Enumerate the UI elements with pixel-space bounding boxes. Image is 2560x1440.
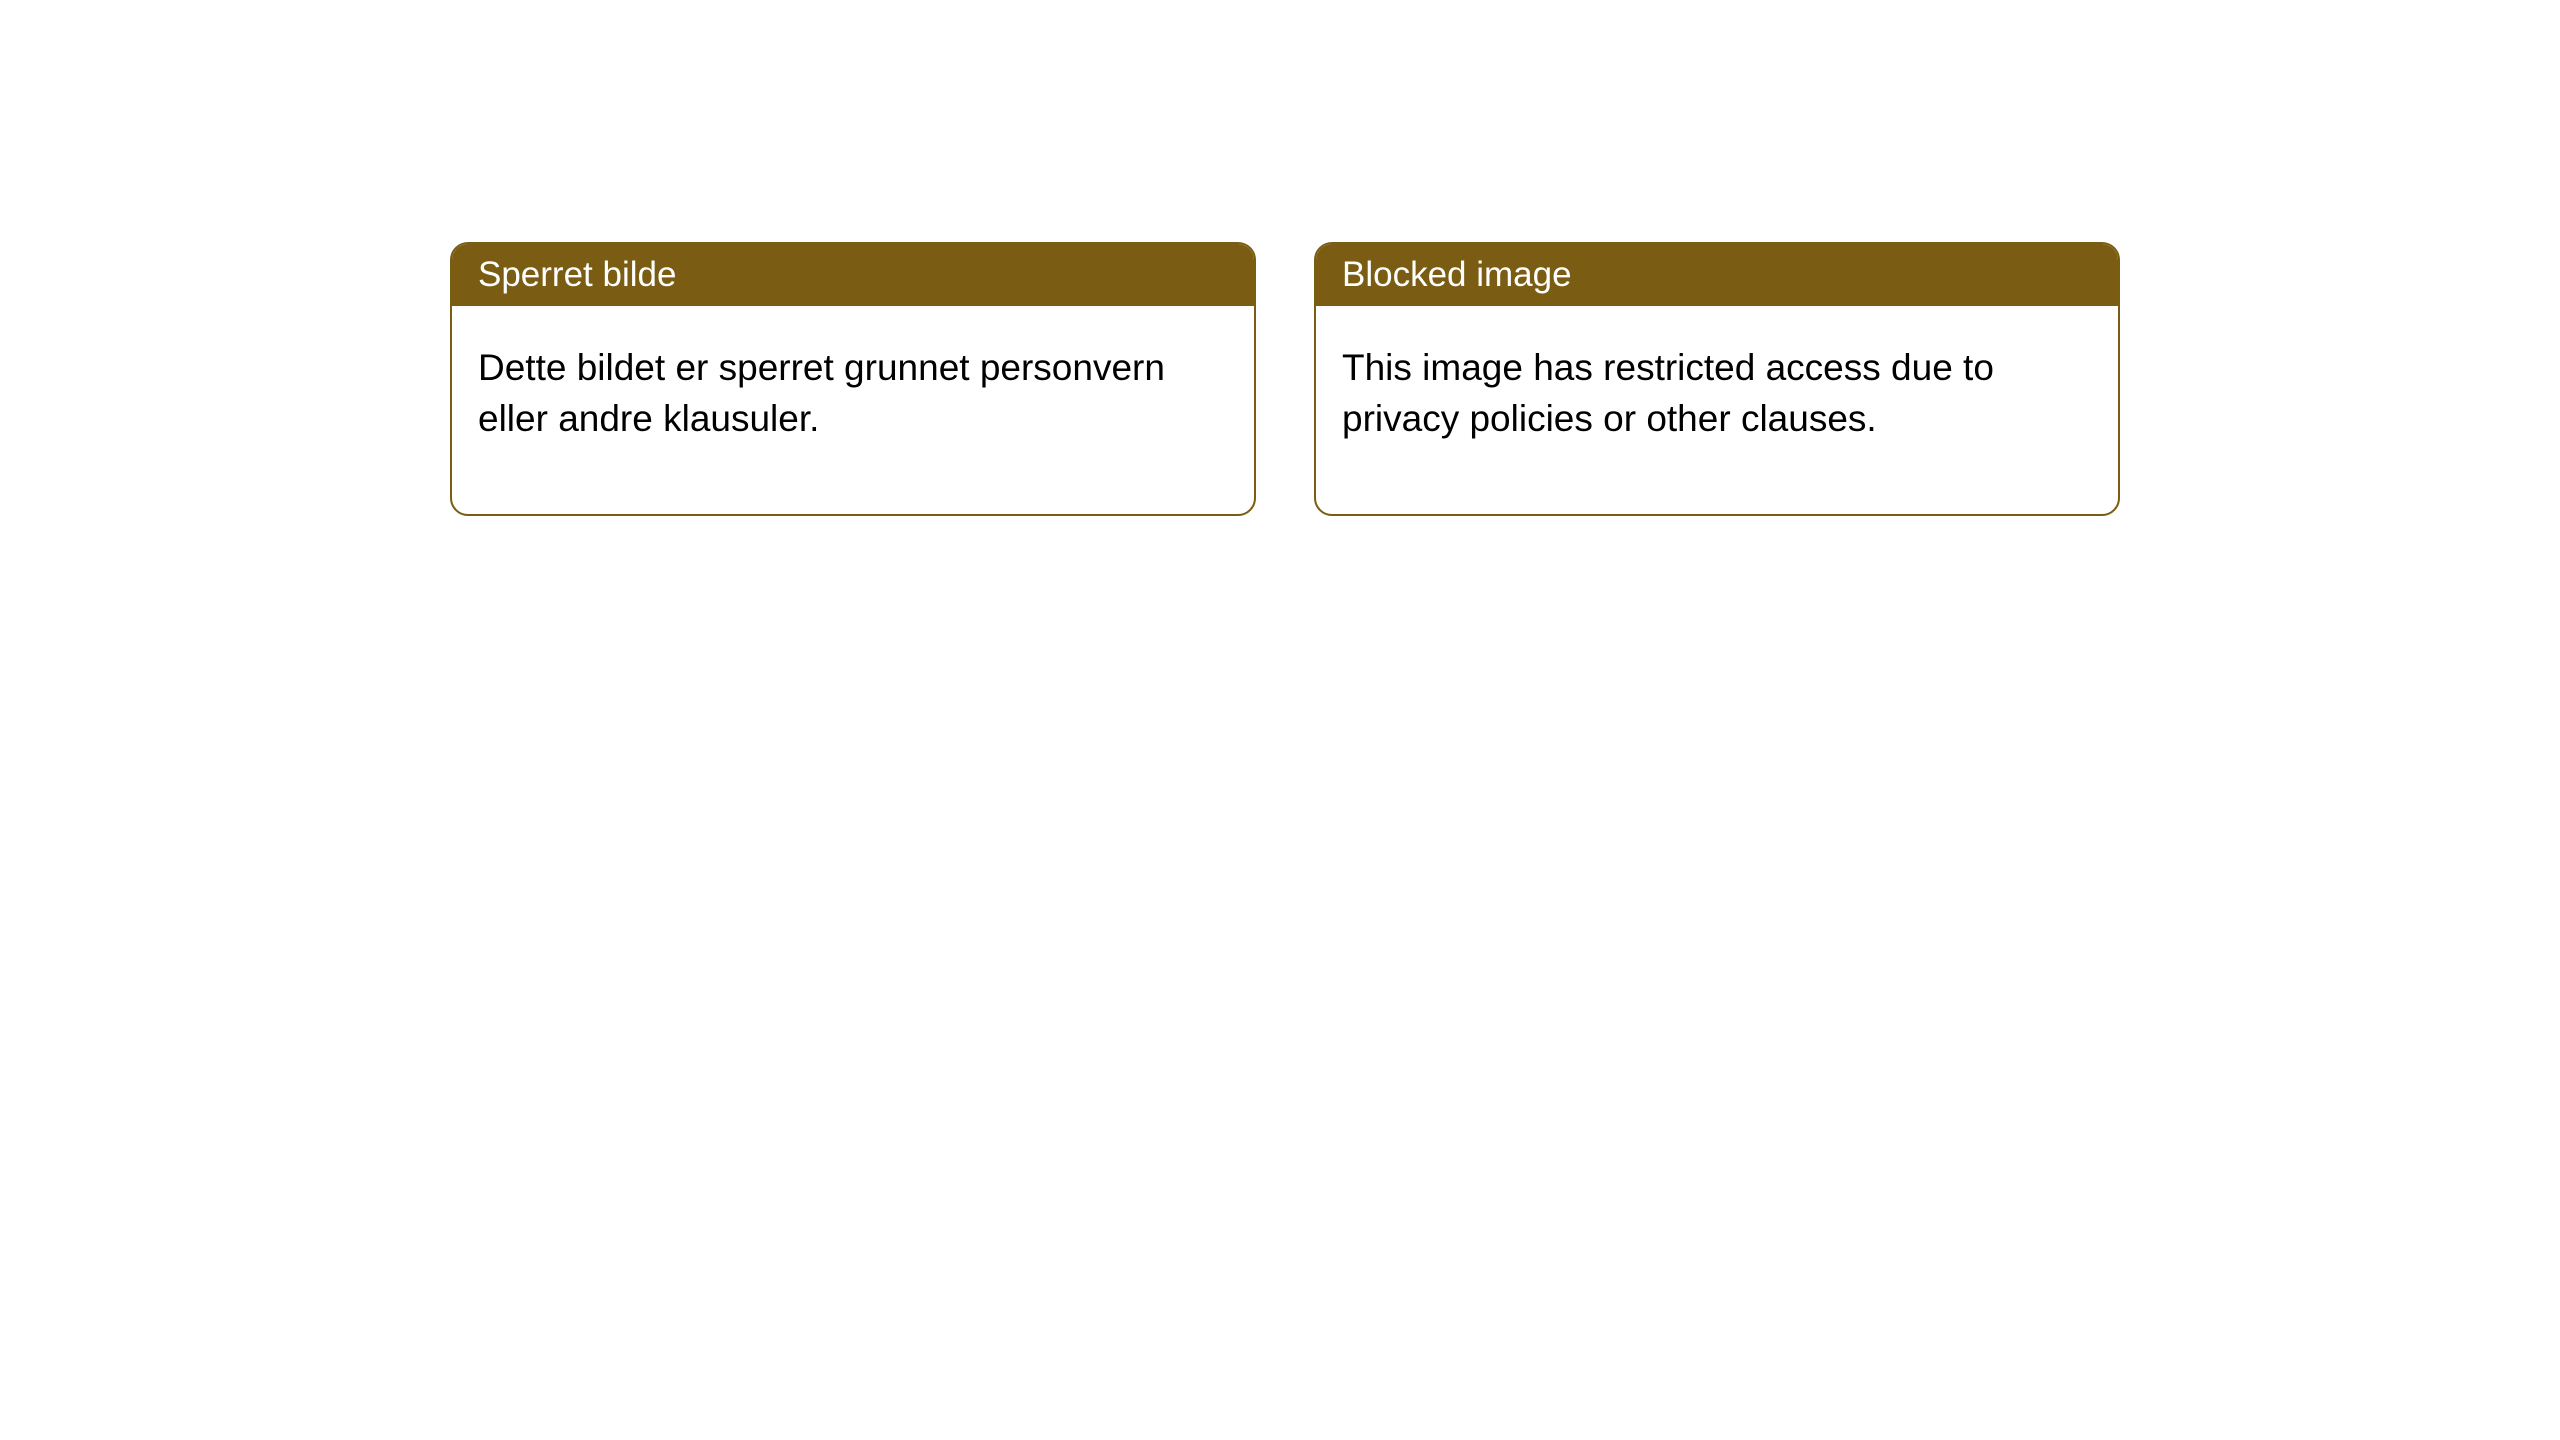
notice-title: Blocked image: [1342, 255, 1572, 294]
notice-container: Sperret bilde Dette bildet er sperret gr…: [0, 0, 2560, 516]
notice-body: This image has restricted access due to …: [1316, 306, 2118, 514]
notice-header: Sperret bilde: [452, 244, 1254, 306]
notice-body: Dette bildet er sperret grunnet personve…: [452, 306, 1254, 514]
notice-message: This image has restricted access due to …: [1342, 347, 1994, 439]
notice-message: Dette bildet er sperret grunnet personve…: [478, 347, 1165, 439]
notice-title: Sperret bilde: [478, 255, 676, 294]
notice-header: Blocked image: [1316, 244, 2118, 306]
notice-box-norwegian: Sperret bilde Dette bildet er sperret gr…: [450, 242, 1256, 516]
notice-box-english: Blocked image This image has restricted …: [1314, 242, 2120, 516]
